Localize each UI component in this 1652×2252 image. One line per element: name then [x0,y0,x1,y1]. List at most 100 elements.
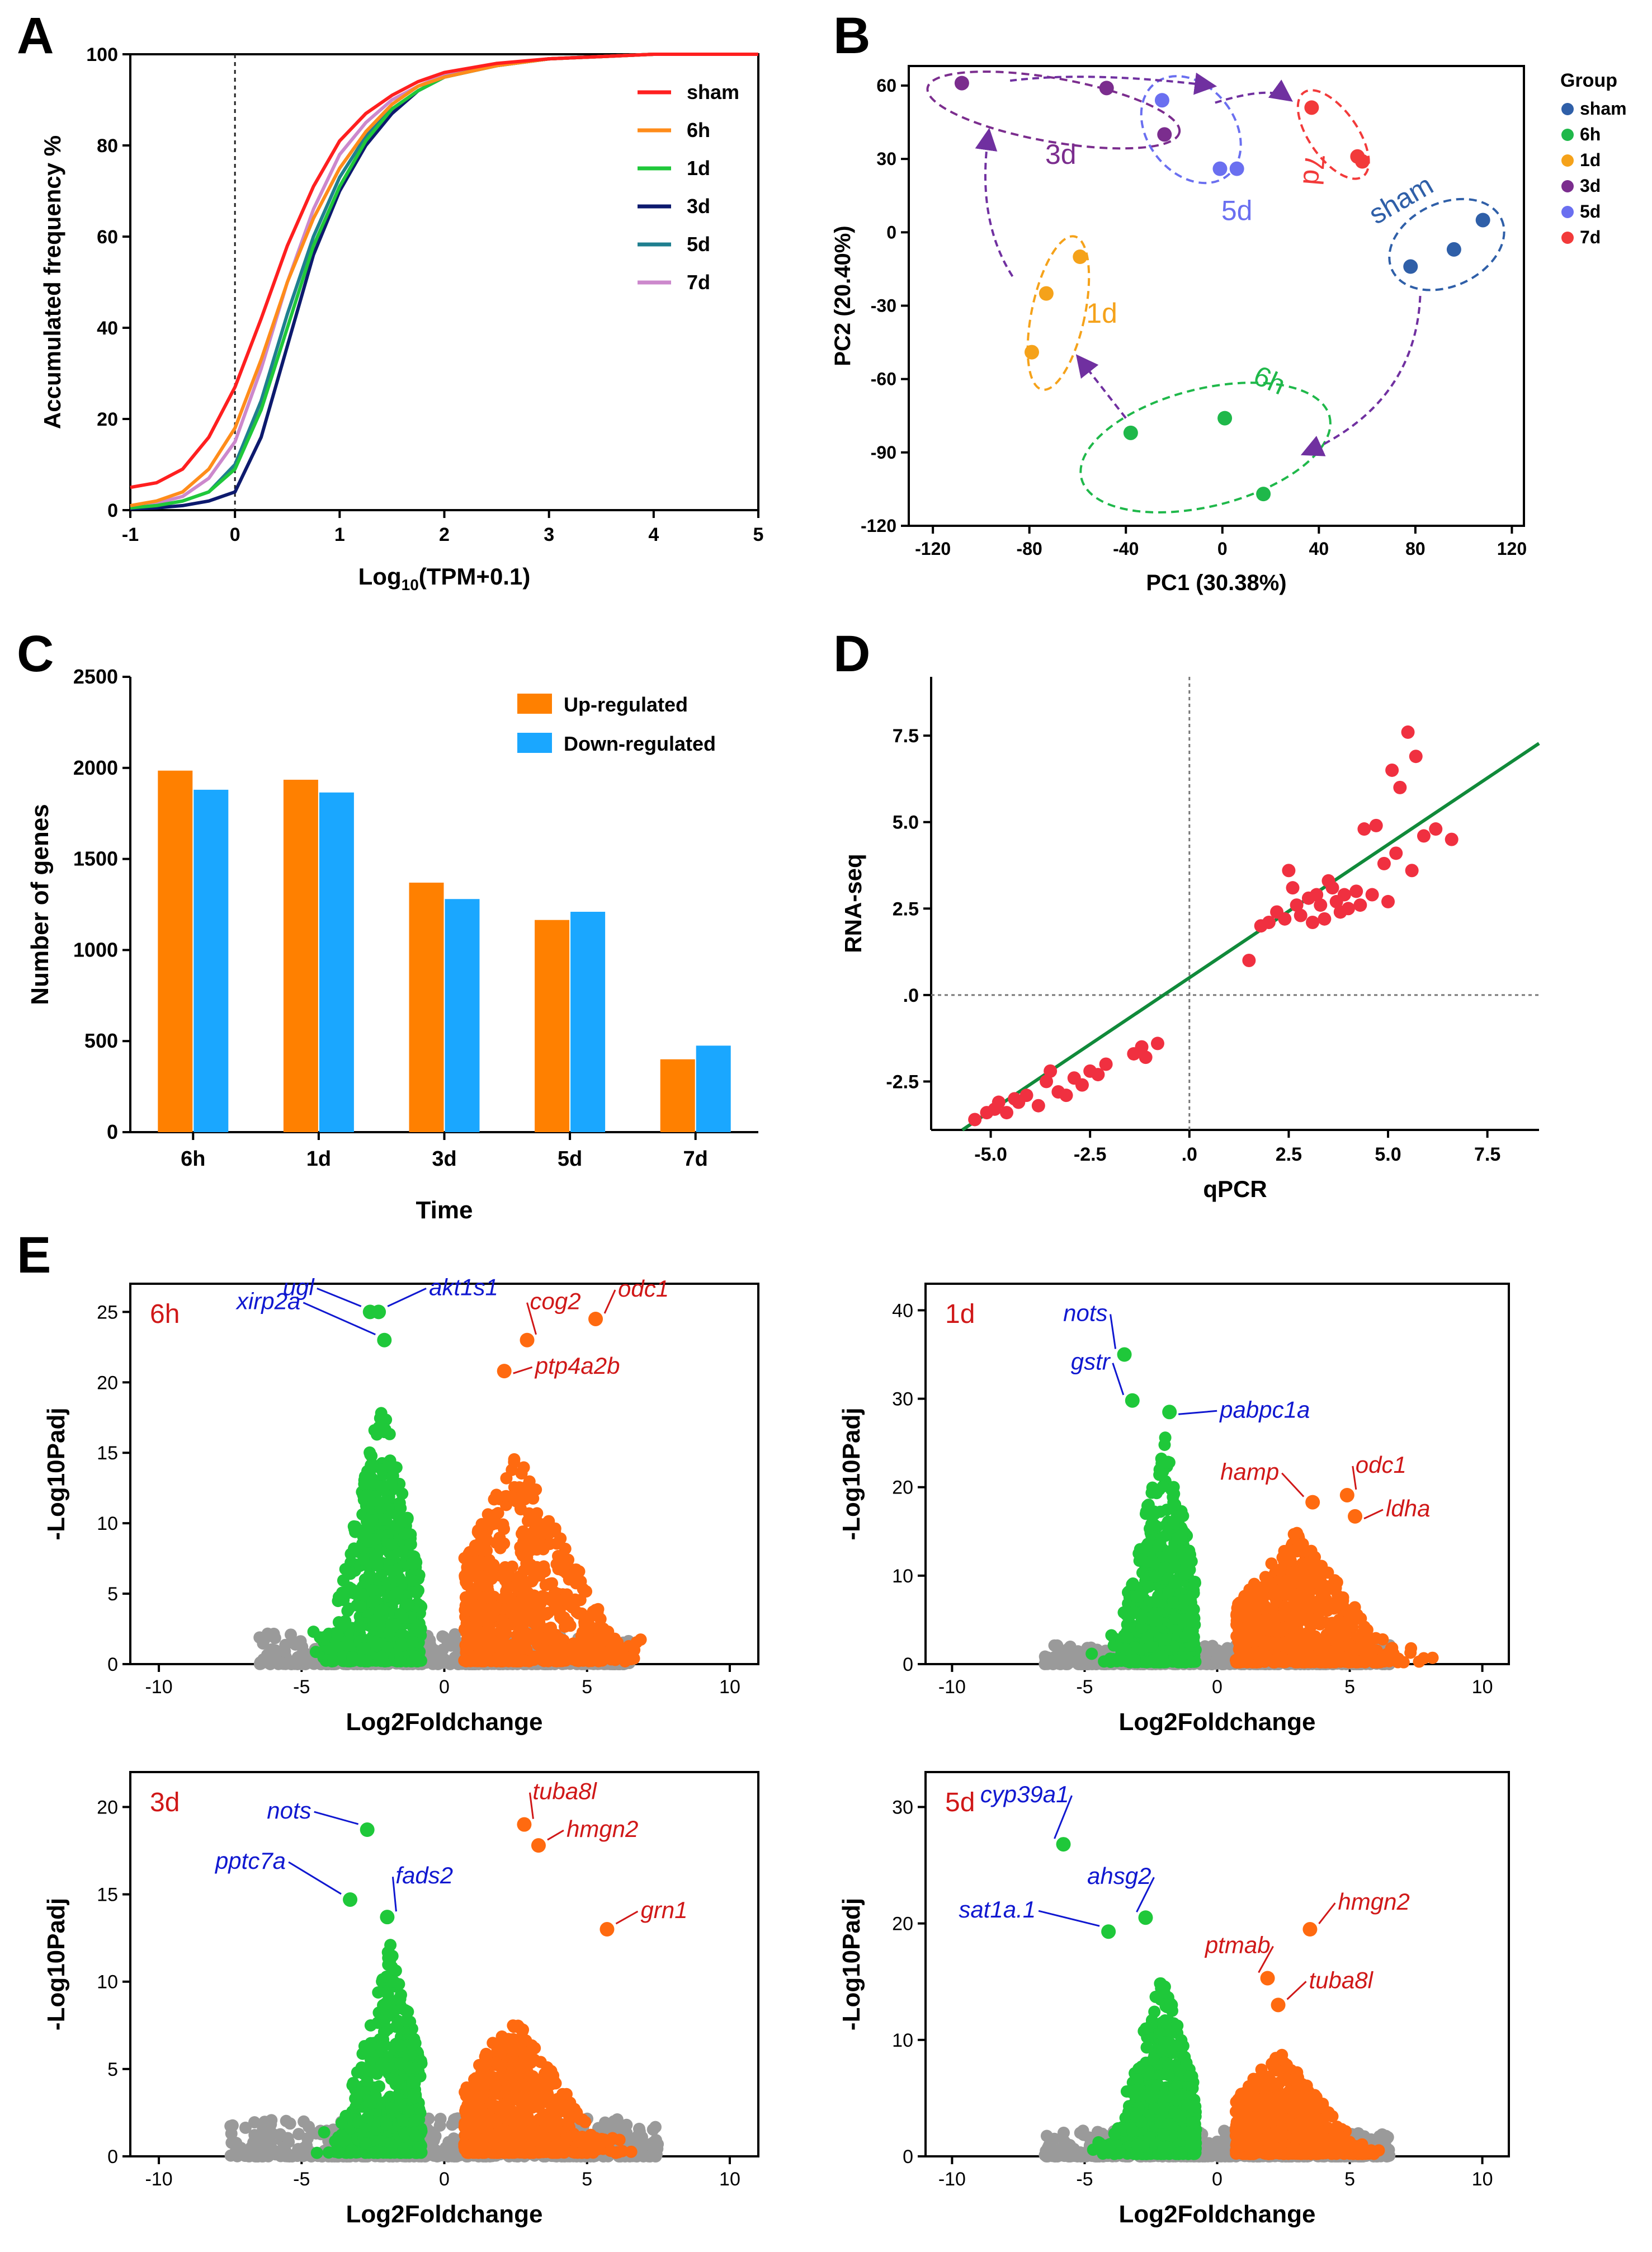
panel-d-y-axis-title: RNA-seq [840,854,866,953]
panel-e-3d-x-tick-label: 0 [439,2169,450,2190]
panel-e-1d-down-point [1159,1431,1172,1444]
panel-e-6h-down-point [391,1586,404,1599]
panel-e-1d-down-point [1177,1613,1190,1626]
panel-a-y-tick-label: 20 [97,409,118,430]
panel-d-point [1401,725,1415,739]
panel-e-6h-down-point [357,1553,370,1566]
panel-b-y-tick-label: -60 [871,369,896,389]
panel-e-6h-down-point [375,1463,388,1476]
panel-b-point-3d [1157,127,1172,142]
panel-b-cluster-ellipse-sham [1388,197,1505,291]
panel-c-y-tick-label: 500 [84,1029,118,1052]
panel-c-bar-6h-up [158,770,193,1132]
panel-e-6h-up-point [542,1528,555,1540]
panel-e-6h-down-point [370,1614,383,1627]
panel-e-1d-x-tick-label: 0 [1212,1676,1223,1698]
panel-c-bar-1d-down [319,792,354,1132]
panel-e-3d-x-tick-label: 10 [719,2169,740,2190]
panel-e-3d-ns-point [265,2118,277,2131]
panel-a-y-tick-label: 100 [86,44,118,65]
panel-e-3d-down-point [351,2066,364,2079]
panel-e-6h-label-leader-ugl [317,1287,362,1307]
panel-c-x-tick-label: 7d [683,1147,708,1171]
panel-e-1d-up-point [1321,1604,1334,1617]
panel-e-6h-up-point [539,1632,551,1645]
panel-e-3d-x-tick-label: -5 [293,2169,310,2190]
panel-e-1d-up-point [1285,1613,1297,1626]
panel-e-1d-up-point [1350,1608,1363,1620]
panel-e-3d-y-tick-label: 10 [97,1972,118,1993]
panel-e-6h-down-point [394,1502,407,1515]
panel-e-6h-x-tick-label: -10 [145,1676,172,1698]
panel-e-6h-down-point [358,1490,371,1502]
panel-e-3d-ns-point [262,2150,275,2163]
panel-e-1d-ns-point [1221,1642,1234,1655]
panel-d-point [1318,912,1332,926]
panel-d-point [1282,864,1296,878]
panel-b-point-3d [1099,81,1114,96]
panel-d-point [1409,750,1423,764]
panel-d-point [1381,894,1395,908]
panel-a-x-tick-label: 1 [334,524,345,545]
panel-e-6h-down-point [376,1652,389,1665]
panel-e-3d-down-point [310,2146,323,2159]
panel-e-6h-down-point [343,1639,356,1652]
panel-e-6h-up-point [499,1490,512,1503]
panel-c-bar-3d-down [445,899,480,1132]
panel-e-1d-up-point [1304,1638,1316,1651]
panel-d-point [1262,916,1276,930]
panel-d-point [1099,1057,1113,1071]
panel-e-1d-up-point [1324,1582,1337,1595]
panel-e-1d-down-point [1164,1547,1177,1560]
panel-a-y-tick-label: 60 [97,227,118,248]
panel-d-point [1040,1075,1054,1089]
panel-d-point [1405,864,1419,878]
panel-e-6h-y-tick-label: 15 [97,1443,118,1464]
panel-e-6h-down-point [354,1600,367,1613]
panel-e-6h-up-point [517,1564,530,1577]
panel-c-bar-7d-down [696,1045,731,1132]
panel-e-6h-down-point [348,1542,361,1555]
panel-e-6h-ns-point [290,1653,303,1666]
panel-e-6h-x-tick-label: 10 [719,1676,740,1698]
panel-e-1d-up-point [1286,1603,1299,1616]
panel-d-y-tick-label: 7.5 [893,725,919,747]
panel-e-1d-down-point [1085,1647,1098,1660]
panel-e-6h-down-point [385,1565,398,1577]
panel-e-1d-x-tick-label: -10 [938,1676,966,1698]
panel-e-6h-up-point [556,1654,569,1667]
panel-e-1d-up-point [1235,1610,1248,1623]
panel-e-6h-up-point [539,1644,552,1657]
panel-e-1d-up-point [1239,1641,1252,1653]
panel-c-bar-7d-up [660,1059,695,1132]
panel-e-6h-down-point [356,1652,369,1665]
panel-d-point [1445,832,1459,846]
panel-e-6h-down-point [342,1602,355,1615]
panel-e-3d-x-tick-label: -10 [145,2169,172,2190]
panel-e-6h-ns-point [284,1628,297,1641]
panel-d-point [1059,1089,1073,1103]
panel-c-x-axis-title: Time [416,1196,473,1224]
panel-b-trajectory-arrow-5 [1215,79,1293,104]
panel-d-x-tick-label: 7.5 [1474,1144,1500,1165]
panel-e-6h-down-point [369,1533,381,1546]
panel-e-3d-ns-point [297,2150,310,2163]
panel-e-6h-down-point [377,1484,390,1497]
panel-e-1d-down-point [1127,1606,1140,1619]
panel-a-series-7d-line [130,53,758,508]
panel-e-6h-up-point [527,1492,540,1505]
panel-b-x-tick-label: 80 [1405,539,1426,559]
panel-d-point [1353,898,1367,912]
panel-e-1d-label-leader-hamp [1281,1472,1305,1497]
panel-c-bar-5d-down [570,912,606,1132]
panel-e-1d-up-point [1255,1653,1268,1666]
panel-e-3d-ns-point [262,2134,275,2147]
panel-d-x-tick-label: .0 [1182,1144,1197,1165]
panel-e-1d-down-point [1121,1631,1134,1644]
panel-e-1d-up-point [1305,1544,1318,1557]
panel-e-1d-x-axis-title: Log2Foldchange [1119,1708,1316,1736]
panel-e-6h-x-tick-label: -5 [293,1676,310,1698]
panel-c-legend-swatch-up [517,694,552,714]
panel-e-1d-y-tick-label: 0 [903,1654,913,1675]
